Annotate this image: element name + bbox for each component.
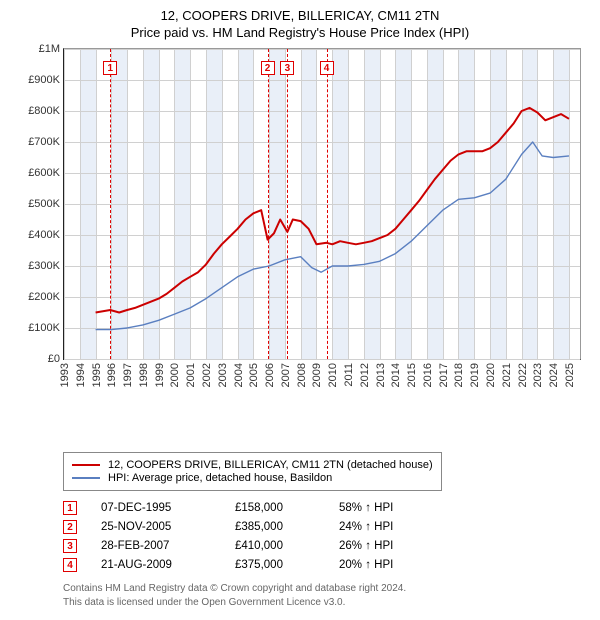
sale-row: 1 07-DEC-1995 £158,000 58% ↑ HPI (63, 501, 585, 515)
x-axis-tick-label: 2018 (453, 363, 465, 387)
x-axis-tick-label: 2013 (375, 363, 387, 387)
x-axis-tick-label: 1995 (91, 363, 103, 387)
attribution-line1: Contains HM Land Registry data © Crown c… (63, 582, 585, 596)
x-axis-tick-label: 2006 (264, 363, 276, 387)
x-axis-tick-label: 2004 (233, 363, 245, 387)
sale-row: 3 28-FEB-2007 £410,000 26% ↑ HPI (63, 539, 585, 553)
x-axis-tick-label: 1996 (106, 363, 118, 387)
plot-region: £0£100K£200K£300K£400K£500K£600K£700K£80… (63, 48, 581, 360)
sale-row-pct: 24% ↑ HPI (339, 521, 439, 533)
x-axis-tick-label: 2021 (501, 363, 513, 387)
y-axis-tick-label: £200K (28, 291, 60, 303)
x-axis-tick-label: 2012 (359, 363, 371, 387)
legend-row-1: 12, COOPERS DRIVE, BILLERICAY, CM11 2TN … (72, 459, 433, 471)
sale-row-number: 4 (63, 558, 77, 572)
x-axis-tick-label: 2023 (532, 363, 544, 387)
x-axis-tick-label: 1998 (138, 363, 150, 387)
y-axis-tick-label: £100K (28, 322, 60, 334)
legend-box: 12, COOPERS DRIVE, BILLERICAY, CM11 2TN … (63, 452, 442, 491)
sale-row-price: £410,000 (235, 540, 315, 552)
x-axis-tick-label: 2008 (296, 363, 308, 387)
x-axis-tick-label: 2009 (311, 363, 323, 387)
y-axis-tick-label: £900K (28, 74, 60, 86)
sale-row-pct: 20% ↑ HPI (339, 559, 439, 571)
x-axis-tick-label: 2022 (517, 363, 529, 387)
x-axis-tick-label: 2019 (469, 363, 481, 387)
legend-label-hpi: HPI: Average price, detached house, Basi… (108, 472, 332, 484)
x-axis-tick-label: 2003 (217, 363, 229, 387)
title-block: 12, COOPERS DRIVE, BILLERICAY, CM11 2TN … (15, 8, 585, 40)
legend-row-2: HPI: Average price, detached house, Basi… (72, 472, 433, 484)
sale-row-pct: 26% ↑ HPI (339, 540, 439, 552)
y-axis-tick-label: £500K (28, 198, 60, 210)
legend-swatch-property (72, 464, 100, 466)
x-axis-tick-label: 1997 (122, 363, 134, 387)
y-axis-tick-label: £600K (28, 167, 60, 179)
sale-row-price: £158,000 (235, 502, 315, 514)
x-axis-tick-label: 2017 (438, 363, 450, 387)
attribution-text: Contains HM Land Registry data © Crown c… (63, 582, 585, 609)
x-axis-tick-label: 2002 (201, 363, 213, 387)
attribution-line2: This data is licensed under the Open Gov… (63, 596, 585, 610)
legend-swatch-hpi (72, 477, 100, 479)
x-axis-tick-label: 2005 (248, 363, 260, 387)
y-axis-tick-label: £400K (28, 229, 60, 241)
x-axis-tick-label: 2025 (564, 363, 576, 387)
chart-area: £0£100K£200K£300K£400K£500K£600K£700K£80… (15, 48, 585, 408)
x-axis-tick-label: 2016 (422, 363, 434, 387)
sale-row: 4 21-AUG-2009 £375,000 20% ↑ HPI (63, 558, 585, 572)
sale-row-date: 07-DEC-1995 (101, 502, 211, 514)
x-axis-tick-label: 2014 (390, 363, 402, 387)
sale-row-date: 21-AUG-2009 (101, 559, 211, 571)
y-axis-tick-label: £800K (28, 105, 60, 117)
series-svg (64, 49, 580, 359)
chart-title-address: 12, COOPERS DRIVE, BILLERICAY, CM11 2TN (15, 8, 585, 23)
x-axis-tick-label: 1994 (75, 363, 87, 387)
sale-row-price: £375,000 (235, 559, 315, 571)
chart-container: 12, COOPERS DRIVE, BILLERICAY, CM11 2TN … (0, 0, 600, 619)
x-axis-tick-label: 2001 (185, 363, 197, 387)
x-axis-tick-label: 2024 (548, 363, 560, 387)
series-line (96, 142, 569, 330)
y-axis-tick-label: £1M (39, 43, 60, 55)
sale-row-pct: 58% ↑ HPI (339, 502, 439, 514)
x-axis-tick-label: 2020 (485, 363, 497, 387)
x-axis-tick-label: 1993 (59, 363, 71, 387)
y-axis-tick-label: £700K (28, 136, 60, 148)
chart-title-subtitle: Price paid vs. HM Land Registry's House … (15, 25, 585, 40)
x-axis-tick-label: 1999 (154, 363, 166, 387)
sale-row-number: 3 (63, 539, 77, 553)
sales-table: 1 07-DEC-1995 £158,000 58% ↑ HPI 2 25-NOV-200… (63, 501, 585, 572)
legend-label-property: 12, COOPERS DRIVE, BILLERICAY, CM11 2TN … (108, 459, 433, 471)
sale-row-date: 28-FEB-2007 (101, 540, 211, 552)
x-axis-tick-label: 2007 (280, 363, 292, 387)
sale-row-number: 1 (63, 501, 77, 515)
x-axis-tick-label: 2011 (343, 363, 355, 387)
y-axis-tick-label: £300K (28, 260, 60, 272)
sale-row-price: £385,000 (235, 521, 315, 533)
x-axis-tick-label: 2000 (169, 363, 181, 387)
sale-row-number: 2 (63, 520, 77, 534)
grid-line-h (64, 359, 580, 360)
series-line (96, 108, 569, 313)
x-axis-tick-label: 2010 (327, 363, 339, 387)
x-axis-tick-label: 2015 (406, 363, 418, 387)
sale-row: 2 25-NOV-2005 £385,000 24% ↑ HPI (63, 520, 585, 534)
sale-row-date: 25-NOV-2005 (101, 521, 211, 533)
